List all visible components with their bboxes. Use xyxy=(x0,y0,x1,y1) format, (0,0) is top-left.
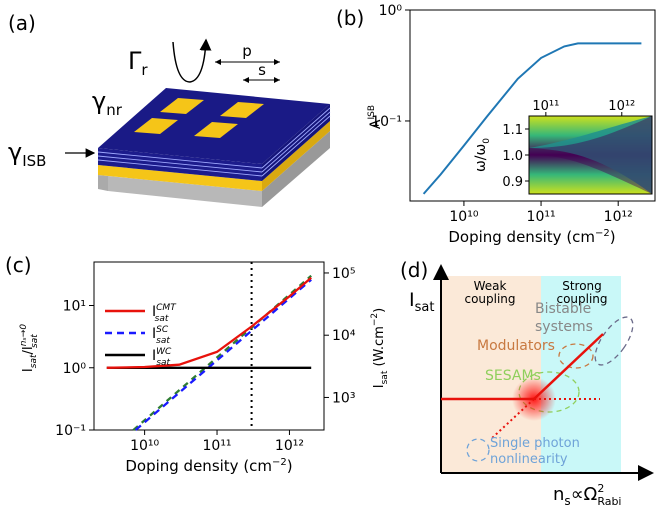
substrate-side xyxy=(262,131,330,207)
plot-frame-b xyxy=(409,9,656,202)
inset-ylabel: ω/ω0 xyxy=(473,138,492,172)
panel-label-b: (b) xyxy=(336,6,364,30)
c-y-tick-label: 10⁰ xyxy=(63,361,87,377)
strong-coupling-label-2: coupling xyxy=(556,292,607,306)
substrate-front xyxy=(108,176,262,207)
panel-label-d: (d) xyxy=(400,258,428,282)
c-x-tick-label: 10¹⁰ xyxy=(130,438,159,454)
gamma-isb-label: γISB xyxy=(8,138,46,170)
legend-cmt: ICMT sat xyxy=(152,303,177,324)
b-y-tick-label: 10⁰ xyxy=(379,3,403,19)
b-xlabel: Doping density (cm−2) xyxy=(448,228,615,246)
gold-ground-side xyxy=(262,121,330,191)
weak-coupling-region xyxy=(441,276,541,473)
panel-label-c: (c) xyxy=(5,253,32,277)
panel-a: (a) Γr xyxy=(8,11,331,207)
panel-d: (d) Weak coupling Strong coupling Isat n… xyxy=(400,258,654,507)
modulators-ellipse xyxy=(558,343,594,369)
patch-antenna xyxy=(220,102,264,118)
strong-coupling-region xyxy=(541,276,621,473)
c-x-tick-label: 10¹¹ xyxy=(203,438,232,454)
b-x-tick-label: 10¹¹ xyxy=(527,209,556,225)
sesams-label: SESAMs xyxy=(485,368,541,384)
inset-x-tick-label: 10¹² xyxy=(608,99,635,114)
metamaterial-slab xyxy=(97,88,331,207)
inset-y-tick-label: 0.9 xyxy=(502,175,523,190)
single-photon-ellipse xyxy=(466,438,490,462)
panel-c: (c) 10¹⁰ 10¹¹ 10¹² 10⁻¹ 10⁰ 10¹ 10³ 10⁴ 10⁵ ICMT… xyxy=(5,253,390,475)
c-y2label: Isat (W.cm−2) xyxy=(370,308,390,388)
size-label: s xyxy=(258,61,266,79)
inset-x-tick-label: 10¹¹ xyxy=(532,99,559,114)
gamma-nr-label: γnr xyxy=(92,87,123,119)
c-xlabel: Doping density (cm−2) xyxy=(125,457,292,475)
single-photon-label-2: nonlinearity xyxy=(490,452,568,467)
single-photon-label-1: Single photon xyxy=(490,436,580,451)
substrate-left xyxy=(98,175,108,191)
c-legend: ICMT sat ISC sat IWC sat xyxy=(105,303,177,368)
b-x-tick-label: 10¹⁰ xyxy=(449,209,478,225)
b-y-tick-label: 10⁻¹ xyxy=(371,114,402,130)
gamma-r-label: Γr xyxy=(128,47,148,79)
dispersion-inset: 10¹¹ 10¹² 1.1 1.0 0.9 ω/ω0 xyxy=(473,99,653,195)
c-y2-tick-label: 10⁵ xyxy=(332,266,355,282)
strong-coupling-line xyxy=(533,333,604,400)
c-y-tick-label: 10⁻¹ xyxy=(55,423,86,439)
c-axis-ticks: 10¹⁰ 10¹¹ 10¹² 10⁻¹ 10⁰ 10¹ 10³ 10⁴ 10⁵ xyxy=(55,266,356,454)
c-y2-tick-label: 10³ xyxy=(332,390,355,406)
absorption-curve xyxy=(422,42,642,195)
c-x-tick-label: 10¹² xyxy=(275,438,304,454)
c-series-line xyxy=(106,276,312,369)
c-ylabel: Isat/Inₛ→0sat xyxy=(19,324,40,372)
legend-wc: IWC sat xyxy=(152,347,172,368)
b-axis-ticks: 10¹⁰ 10¹¹ 10¹² 10⁰ 10⁻¹ xyxy=(371,3,633,225)
bistable-label-2: systems xyxy=(535,319,593,335)
weak-coupling-label-1: Weak xyxy=(474,279,507,293)
c-series-line xyxy=(134,278,312,431)
strong-coupling-label-1: Strong xyxy=(562,279,602,293)
b-x-tick-label: 10¹² xyxy=(604,209,633,225)
inset-y-tick-label: 1.1 xyxy=(502,123,523,138)
quantum-well-lines xyxy=(97,107,331,177)
c-series-lines xyxy=(106,274,312,431)
radiative-loss-arrow xyxy=(172,38,212,83)
bistable-ellipse xyxy=(594,316,634,366)
patch-antenna xyxy=(160,98,204,114)
patch-antenna xyxy=(194,122,238,138)
legend-sc: ISC sat xyxy=(152,325,170,346)
inset-y-tick-label: 1.0 xyxy=(502,149,523,164)
d-ylabel: Isat xyxy=(409,289,434,315)
c-y-tick-label: 10¹ xyxy=(63,299,86,315)
modulators-label: Modulators xyxy=(477,338,555,354)
period-label: p xyxy=(242,42,252,60)
c-y2-tick-label: 10⁴ xyxy=(332,328,356,344)
panel-label-a: (a) xyxy=(8,11,36,35)
d-xlabel: ns∝Ω2 Rabi xyxy=(553,482,622,507)
bistable-label-1: Bistable xyxy=(535,301,591,317)
heatmap-lower-branch xyxy=(529,116,652,194)
plot-frame-c xyxy=(93,261,325,431)
patch-antenna xyxy=(134,118,178,134)
gold-ground-front xyxy=(98,165,262,191)
weak-coupling-label-2: coupling xyxy=(464,292,515,306)
